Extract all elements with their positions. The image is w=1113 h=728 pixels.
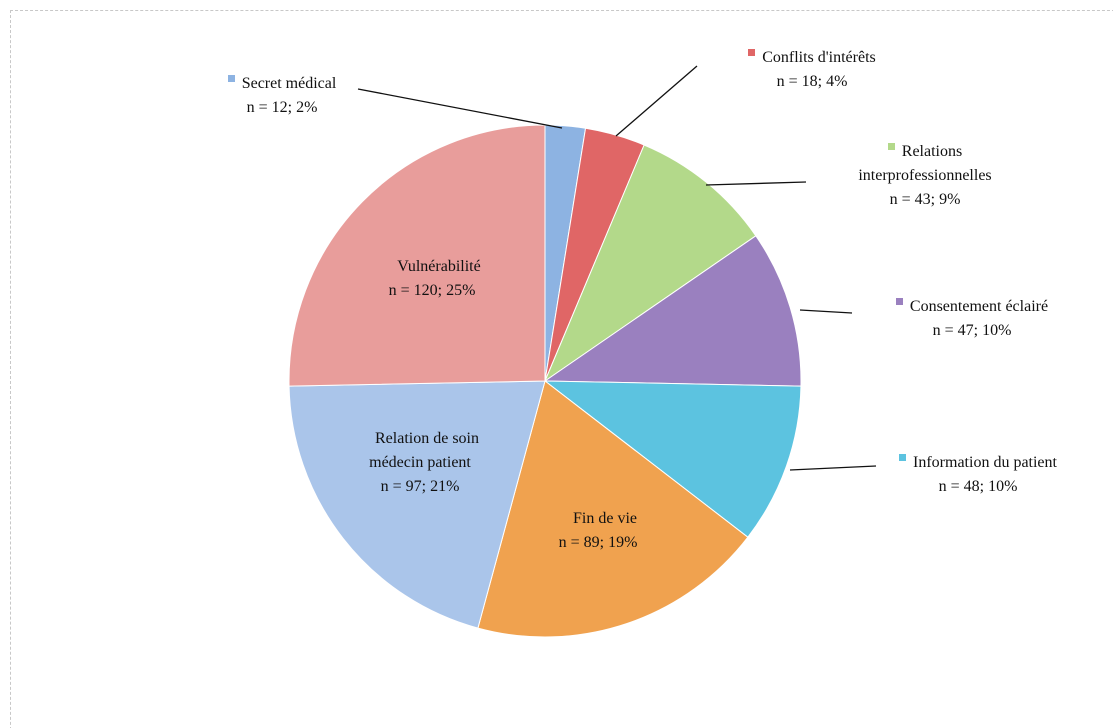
value-label: n = 120; 25%	[388, 282, 476, 299]
slice-label: Relations interprofessionnelles n = 43; 9…	[830, 140, 1020, 212]
slice-label: Fin de vie n = 89; 19%	[523, 507, 673, 555]
pie-slice	[288, 124, 546, 387]
value-label: n = 43; 9%	[889, 191, 961, 208]
label-name-row: Relation de soin médecin patient	[340, 427, 500, 475]
category-name: Consentement éclairé	[909, 298, 1049, 315]
slice-label: Relation de soin médecin patient n = 97; …	[340, 427, 500, 499]
legend-marker	[383, 258, 391, 265]
slice-label: Vulnérabilité n = 120; 25%	[352, 255, 512, 303]
legend-marker	[748, 49, 756, 56]
category-name: Vulnérabilité	[397, 258, 481, 275]
category-name: Relations interprofessionnelles	[858, 143, 992, 184]
leader-line	[789, 465, 877, 471]
slice-label: Information du patient n = 48; 10%	[878, 451, 1078, 499]
pie-slice	[543, 380, 802, 538]
value-label: n = 48; 10%	[938, 478, 1018, 495]
label-name-row: Conflits d'intérêts	[727, 46, 897, 70]
slice-label: Conflits d'intérêts n = 18; 4%	[727, 46, 897, 94]
category-name: Secret médical	[241, 75, 337, 92]
value-label: n = 97; 21%	[380, 478, 460, 495]
pie-slice	[288, 380, 546, 629]
label-name-row: Secret médical	[197, 72, 367, 96]
pie-slice	[543, 144, 757, 383]
pie-slice	[543, 235, 802, 387]
legend-marker	[227, 75, 235, 82]
leader-line	[799, 309, 853, 314]
category-name: Conflits d'intérêts	[762, 49, 876, 66]
category-name: Information du patient	[913, 454, 1057, 471]
label-name-row: Information du patient	[878, 451, 1078, 475]
frame	[10, 10, 1113, 728]
slice-label: Consentement éclairé n = 47; 10%	[872, 295, 1072, 343]
label-name-row: Vulnérabilité	[352, 255, 512, 279]
label-name-row: Consentement éclairé	[872, 295, 1072, 319]
leader-line	[357, 88, 563, 129]
value-label: n = 18; 4%	[776, 73, 848, 90]
value-label: n = 47; 10%	[932, 322, 1012, 339]
legend-marker	[361, 430, 368, 437]
legend-marker	[559, 510, 566, 517]
category-name: Fin de vie	[573, 510, 637, 527]
label-name-row: Fin de vie	[523, 507, 673, 531]
slice-label: Secret médical n = 12; 2%	[197, 72, 367, 120]
leader-line	[615, 65, 698, 137]
value-label: n = 12; 2%	[246, 99, 318, 116]
leader-line	[705, 181, 807, 186]
label-name-row: Relations interprofessionnelles	[830, 140, 1020, 188]
legend-marker	[895, 298, 903, 305]
value-label: n = 89; 19%	[558, 534, 638, 551]
legend-marker	[887, 143, 895, 150]
category-name: Relation de soin médecin patient	[369, 430, 479, 471]
pie-slice	[477, 380, 749, 638]
legend-marker	[899, 454, 907, 461]
